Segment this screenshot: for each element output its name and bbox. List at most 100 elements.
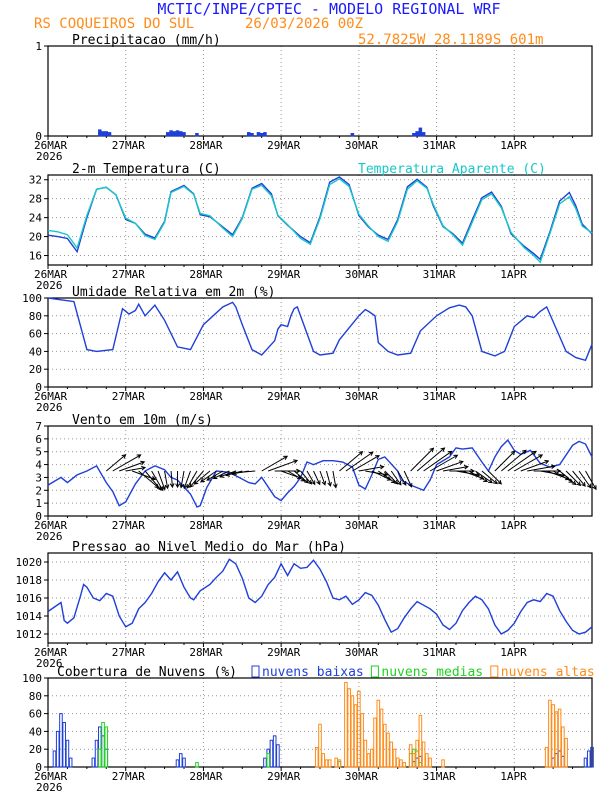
x-tick-label: 29MAR bbox=[267, 390, 300, 403]
bar-nuvens-altas bbox=[395, 757, 400, 768]
wind-vector-head bbox=[538, 454, 544, 459]
bar-nuvens-baixas bbox=[52, 750, 57, 768]
bar-nuvens-baixas bbox=[269, 739, 274, 768]
wind-vector-head bbox=[510, 450, 516, 456]
y-tick-label: 24 bbox=[29, 212, 43, 225]
wind-vector bbox=[552, 470, 573, 483]
bar-nuvens-altas bbox=[382, 723, 387, 768]
wind-vector bbox=[442, 466, 468, 472]
station-name: RS COQUEIROS DO SUL bbox=[34, 16, 194, 32]
wind-vector bbox=[572, 470, 586, 487]
bar-nuvens-altas bbox=[415, 739, 419, 768]
station-coordinates: 52.7825W 28.1189S 601m bbox=[358, 32, 543, 48]
x-tick-label: 27MAR bbox=[112, 139, 145, 152]
x-tick-year-label: 2026 bbox=[36, 279, 63, 292]
legend-swatch-green bbox=[370, 665, 379, 678]
y-tick-label: 20 bbox=[29, 743, 42, 756]
bar-nuvens-altas bbox=[337, 759, 342, 768]
y-tick-label: 1018 bbox=[16, 574, 43, 587]
wind-vector bbox=[186, 470, 198, 489]
y-tick-label: 32 bbox=[29, 174, 42, 187]
x-tick-label: 26MAR bbox=[34, 390, 67, 403]
wind-vector bbox=[306, 470, 316, 485]
legend-nuvens-altas: nuvens altas bbox=[501, 665, 595, 680]
x-tick-label: 29MAR bbox=[267, 770, 300, 783]
bar-nuvens-altas bbox=[418, 714, 423, 768]
wind-vector-head bbox=[453, 454, 459, 459]
x-tick-label: 30MAR bbox=[345, 268, 378, 281]
wind-vector bbox=[494, 450, 516, 472]
bar-nuvens-altas bbox=[557, 708, 562, 768]
bar-nuvens-altas bbox=[564, 738, 568, 768]
y-tick-label: 80 bbox=[29, 310, 42, 323]
wind-vector-head bbox=[379, 464, 385, 470]
bar-precipitacao bbox=[256, 132, 261, 137]
wind-vector bbox=[371, 470, 392, 481]
bar-precipitacao bbox=[247, 132, 251, 137]
wind-vector bbox=[403, 470, 413, 488]
series-line-umidade-relativa bbox=[47, 297, 593, 362]
bar-precipitacao bbox=[172, 131, 177, 137]
y-tick-label: 28 bbox=[29, 193, 42, 206]
wind-vector-head bbox=[488, 478, 493, 484]
bar-nuvens-baixas bbox=[175, 759, 180, 768]
wind-vector-head bbox=[463, 464, 469, 470]
x-tick-label: 1APR bbox=[500, 770, 527, 783]
panel-frame bbox=[47, 297, 593, 388]
wind-vector bbox=[268, 459, 298, 472]
wind-vector bbox=[397, 470, 407, 486]
wind-vector bbox=[384, 470, 398, 485]
y-tick-label: 1 bbox=[35, 497, 42, 510]
bar-nuvens-baixas bbox=[55, 730, 60, 768]
wind-vector-head bbox=[497, 479, 502, 485]
wind-vector-head bbox=[576, 481, 582, 487]
bar-nuvens-altas bbox=[353, 704, 358, 768]
bar-nuvens-altas bbox=[544, 746, 549, 768]
wind-vector-head bbox=[212, 474, 218, 480]
wind-vector bbox=[339, 451, 363, 472]
y-tick-label: 80 bbox=[29, 690, 42, 703]
panel-frame bbox=[47, 677, 593, 768]
bar-nuvens-altas bbox=[408, 744, 413, 768]
wind-vector-head bbox=[592, 485, 597, 491]
wind-vector bbox=[313, 470, 321, 485]
bar-nuvens-baixas bbox=[182, 757, 186, 768]
bar-precipitacao bbox=[415, 131, 419, 137]
wind-vector-head bbox=[296, 468, 301, 474]
wind-vector-head bbox=[492, 479, 498, 485]
bar-nuvens-altas bbox=[321, 753, 326, 768]
wind-vector bbox=[416, 447, 445, 472]
wind-vector-head bbox=[311, 480, 316, 486]
x-tick-label: 29MAR bbox=[267, 519, 300, 532]
bar-nuvens-altas bbox=[314, 746, 319, 768]
x-tick-label: 26MAR bbox=[34, 770, 67, 783]
wind-vector bbox=[436, 460, 464, 472]
wind-vector bbox=[189, 470, 204, 488]
wind-vector-head bbox=[283, 455, 289, 460]
bar-nuvens-altas bbox=[373, 717, 377, 768]
wind-vector bbox=[194, 470, 211, 485]
x-tick-label: 27MAR bbox=[112, 770, 145, 783]
wind-vector bbox=[105, 454, 126, 472]
y-tick-label: 0 bbox=[35, 510, 42, 523]
wind-vector-head bbox=[225, 472, 231, 477]
wind-vector bbox=[287, 470, 305, 482]
wind-vector bbox=[514, 454, 543, 472]
wind-vector-head bbox=[368, 451, 374, 456]
bar-precipitacao bbox=[179, 131, 183, 137]
bar-nuvens-altas bbox=[392, 748, 397, 768]
wind-vector-head bbox=[293, 459, 299, 464]
x-tick-label: 26MAR bbox=[34, 519, 67, 532]
wind-vector bbox=[468, 470, 488, 482]
wind-vector-head bbox=[447, 450, 453, 456]
model-run-time: 26/03/2026 00Z bbox=[245, 16, 363, 32]
wind-vector bbox=[345, 451, 374, 472]
x-tick-label: 28MAR bbox=[189, 770, 222, 783]
bar-precipitacao bbox=[166, 132, 170, 137]
bar-precipitacao bbox=[412, 133, 416, 137]
bar-nuvens-altas bbox=[347, 688, 351, 768]
bar-nuvens-baixas bbox=[276, 744, 280, 768]
x-tick-label: 26MAR bbox=[34, 646, 67, 659]
